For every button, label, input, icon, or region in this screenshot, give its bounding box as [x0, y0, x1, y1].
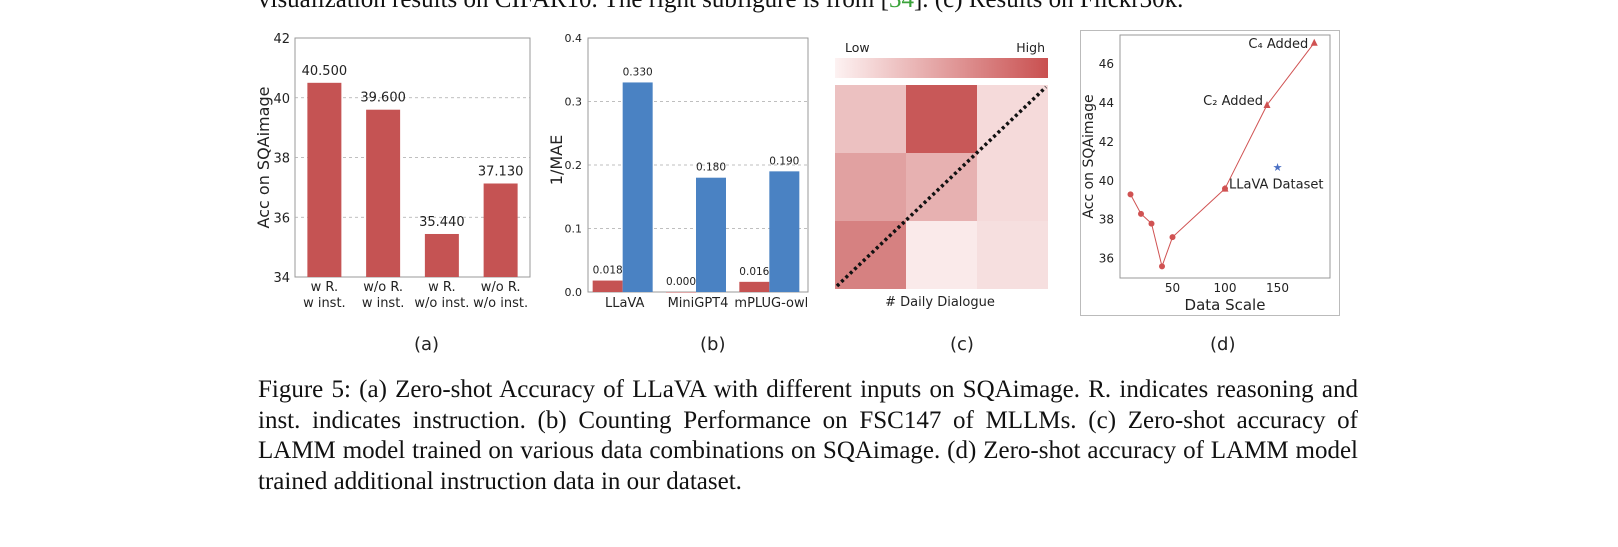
bar [307, 82, 342, 277]
data-point [1221, 184, 1229, 192]
data-point [1310, 38, 1318, 46]
x-tick-label: mPLUG-owl [734, 296, 808, 311]
panel-b-label: (b) [700, 334, 726, 355]
x-tick-label: 150 [1266, 281, 1289, 295]
x-tick-label: LLaVA [605, 296, 645, 311]
colorbar [835, 58, 1048, 78]
y-tick-label: 0.4 [565, 32, 583, 45]
series-line [1130, 188, 1226, 269]
bar [483, 183, 518, 277]
data-point [1148, 220, 1155, 227]
bar-value-label: 37.130 [478, 164, 524, 179]
bar-value-label: 0.330 [623, 66, 653, 78]
bar [739, 281, 770, 292]
bar [366, 109, 401, 277]
bar [696, 177, 726, 292]
x-axis-label: # Daily Dialogue [885, 295, 995, 310]
y-tick-label: 0.0 [565, 286, 583, 299]
annotation-label: C₄ Added [1248, 37, 1308, 52]
bar-value-label: 0.016 [739, 266, 769, 278]
heatmap-cell [977, 153, 1048, 221]
y-tick-label: 0.3 [565, 96, 583, 109]
preceding-text-before: visualization results on CIFAR10. The ri… [258, 0, 889, 13]
bar-value-label: 35.440 [419, 215, 465, 230]
data-point [1263, 100, 1271, 108]
x-tick-label: 50 [1165, 281, 1180, 295]
bar-value-label: 0.018 [593, 265, 623, 277]
data-point [1138, 210, 1144, 217]
y-axis-label: 1/MAE [550, 135, 566, 185]
annotation-label: LLaVA Dataset [1229, 178, 1323, 193]
x-tick-label: w/o inst. [473, 296, 528, 311]
y-tick-label: 44 [1099, 96, 1114, 110]
citation-link[interactable]: 34 [889, 0, 914, 13]
data-point [1127, 191, 1134, 198]
data-point: ★ [1273, 161, 1283, 174]
panel-b: 0.0 0.1 0.2 0.3 0.4 1/MAE 0.018 0.330 LLaVA 0.000… [547, 30, 840, 334]
y-tick-label: 0.2 [565, 159, 583, 172]
heatmap-cell [906, 85, 977, 153]
heatmap-cell [835, 153, 906, 221]
bar [769, 171, 800, 292]
bar [622, 82, 653, 292]
data-point [1159, 263, 1165, 270]
colorbar-high-label: High [1016, 40, 1045, 55]
diagonal-line [835, 85, 1048, 288]
annotation-label: C₂ Added [1203, 94, 1263, 109]
y-tick-label: 38 [1099, 213, 1114, 227]
bar-value-label: 0.000 [666, 276, 696, 288]
y-axis-label: Acc on SQAimage [1081, 94, 1097, 218]
y-tick-label: 46 [1099, 57, 1114, 71]
panel-a: 34 36 38 40 42 Acc on SQAimage 40.500 w R. w ins… [254, 30, 545, 334]
heatmap-cell [835, 85, 906, 153]
panel-d-label: (d) [1210, 334, 1236, 355]
heatmap-cell [977, 221, 1048, 289]
panel-d: 36 38 40 42 44 46 50 100 150 Data Scale Acc on SQA… [1080, 30, 1356, 334]
colorbar-low-label: Low [845, 40, 870, 55]
plot-frame [1119, 34, 1331, 279]
x-tick-label: w/o R. [363, 280, 403, 295]
x-tick-label: w R. [428, 280, 455, 295]
y-tick-label: 38 [273, 152, 290, 167]
x-tick-label: 100 [1214, 281, 1237, 295]
x-tick-label: MiniGPT4 [668, 296, 729, 311]
chart-b: 0.0 0.1 0.2 0.3 0.4 1/MAE 0.018 0.330 LLaVA 0.000… [547, 32, 809, 311]
preceding-caption-line: visualization results on CIFAR10. The ri… [258, 0, 1183, 14]
panel-border [1080, 30, 1340, 316]
bar-value-label: 0.190 [769, 155, 799, 167]
figure-caption: Figure 5: (a) Zero-shot Accuracy of LLaV… [258, 376, 1358, 495]
x-tick-label: w/o R. [481, 280, 521, 295]
bar [424, 233, 459, 277]
bar [666, 292, 696, 293]
y-tick-label: 36 [273, 211, 290, 226]
panel-a-label: (a) [414, 334, 440, 355]
y-tick-label: 40 [273, 92, 290, 107]
x-tick-label: w inst. [303, 296, 346, 311]
series-line [1224, 42, 1315, 189]
heatmap-cell [906, 221, 977, 289]
x-tick-label: w R. [311, 280, 338, 295]
panel-c-label: (c) [950, 334, 974, 355]
y-axis-label: Acc on SQAimage [255, 87, 273, 229]
preceding-text-after: ]. (c) Results on Flickr30k. [914, 0, 1183, 13]
x-tick-label: w inst. [362, 296, 405, 311]
x-tick-label: w/o inst. [414, 296, 469, 311]
bar-value-label: 39.600 [360, 91, 406, 106]
data-point [1169, 234, 1176, 241]
y-tick-label: 42 [273, 32, 290, 47]
y-tick-label: 42 [1099, 135, 1114, 149]
y-tick-label: 0.1 [565, 223, 583, 236]
y-tick-label: 36 [1099, 252, 1114, 266]
y-tick-label: 40 [1099, 174, 1114, 188]
bar-value-label: 0.180 [696, 162, 726, 174]
x-axis-label: Data Scale [1185, 296, 1266, 314]
bar-value-label: 40.500 [302, 64, 348, 79]
y-tick-label: 34 [273, 271, 290, 286]
bar [592, 280, 623, 292]
